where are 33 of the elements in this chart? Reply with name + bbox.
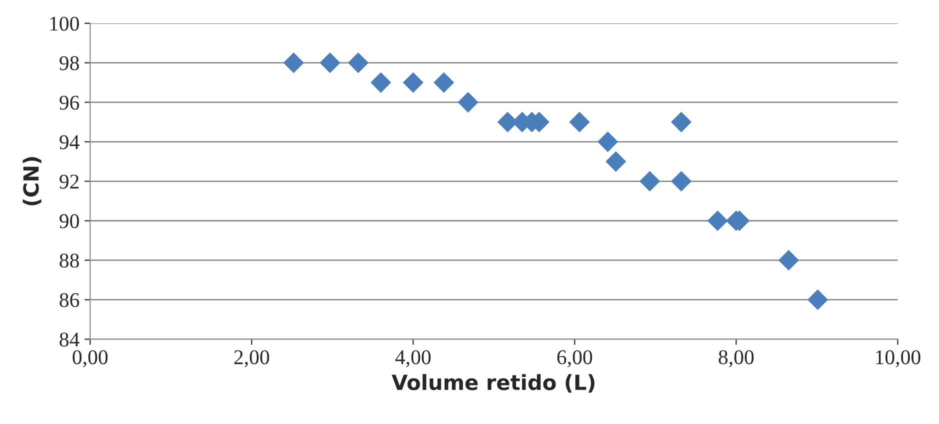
point — [458, 92, 478, 113]
y-tick-label: 100 — [50, 16, 79, 31]
x-tick-label: 6,00 — [557, 350, 592, 368]
point — [707, 210, 728, 232]
y-tick-label: 86 — [60, 293, 80, 308]
point — [434, 72, 454, 93]
point — [370, 72, 392, 93]
point — [320, 52, 340, 74]
y-tick-label: 94 — [60, 135, 80, 150]
point — [670, 112, 692, 132]
x-tick-label: 10,00 — [876, 350, 920, 368]
point — [778, 250, 799, 271]
y-axis-title: (CN) — [22, 157, 42, 206]
point — [283, 52, 304, 74]
x-tick-label: 4,00 — [395, 350, 431, 368]
x-tick-label: 8,00 — [718, 350, 754, 368]
point — [402, 72, 424, 93]
point — [569, 112, 590, 132]
point — [597, 131, 618, 152]
point — [606, 151, 626, 172]
point — [807, 289, 828, 310]
x-tick-label: 0,00 — [72, 350, 108, 368]
point — [348, 52, 369, 74]
y-tick-label: 84 — [60, 332, 80, 347]
y-tick-label: 92 — [60, 174, 79, 189]
x-tick-label: 2,00 — [234, 350, 270, 368]
point — [670, 170, 692, 192]
x-axis-title: Volume retido (L) — [392, 374, 594, 393]
y-tick-label: 98 — [60, 56, 79, 70]
y-tick-label: 90 — [60, 214, 79, 228]
point — [639, 170, 660, 192]
y-tick-label: 96 — [60, 96, 80, 110]
y-tick-label: 88 — [60, 254, 79, 268]
